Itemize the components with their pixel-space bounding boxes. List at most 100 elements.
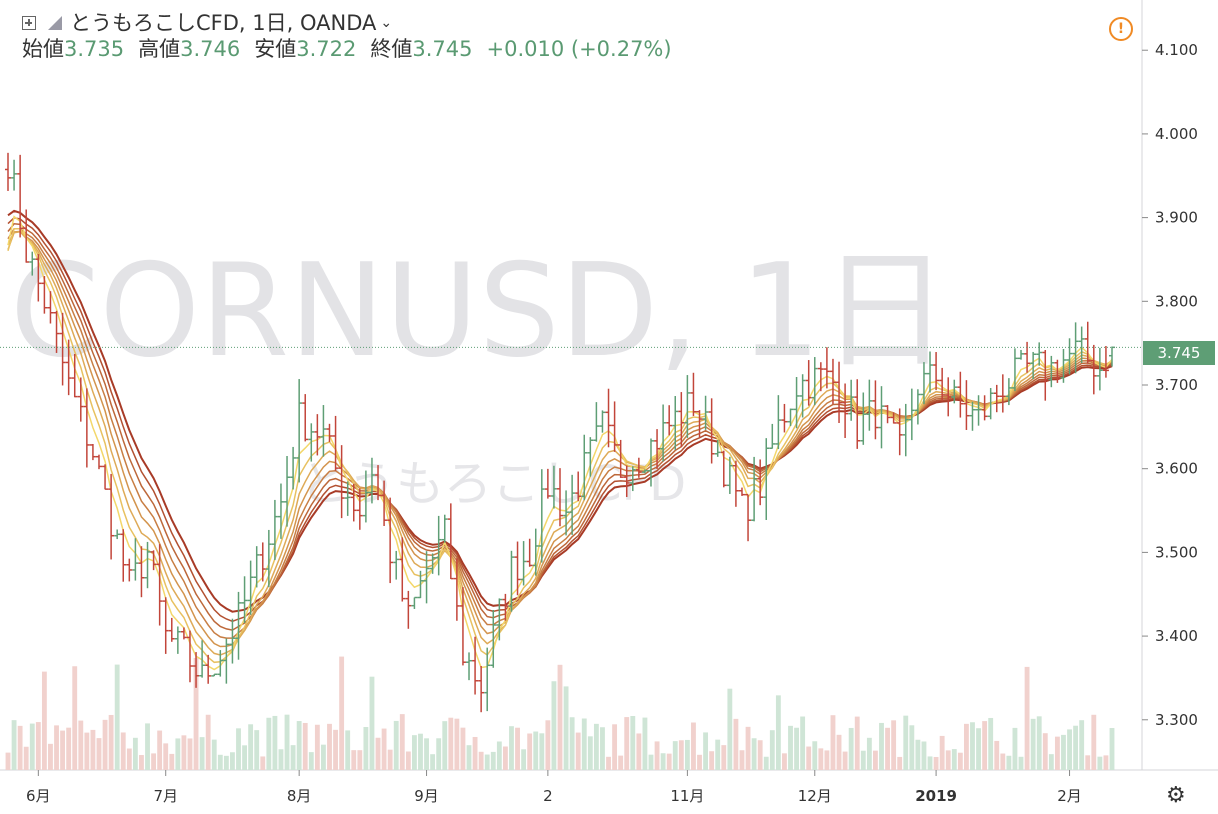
volume-bar xyxy=(866,737,872,770)
volume-bar xyxy=(630,715,636,770)
alert-icon[interactable]: ! xyxy=(1109,17,1133,41)
ohlc-bar xyxy=(987,388,994,420)
ohlc-bar xyxy=(356,488,363,530)
time-tick-label: 2月 xyxy=(1057,787,1082,805)
volume-bar xyxy=(484,754,490,770)
ohlc-bar xyxy=(308,423,315,462)
ohlc-bar xyxy=(781,403,788,433)
volume-bar xyxy=(927,756,933,770)
volume-bar xyxy=(11,720,17,770)
ohlc-bar xyxy=(726,456,733,494)
volume-bar xyxy=(945,750,951,770)
high-value: 3.746 xyxy=(180,36,241,61)
ohlc-bar xyxy=(939,367,946,402)
ohlc-bar xyxy=(550,465,557,509)
volume-bar xyxy=(381,728,387,770)
volume-bar xyxy=(909,725,915,770)
open-label: 始値 xyxy=(22,36,64,61)
time-tick-label: 2019 xyxy=(915,787,957,805)
time-axis[interactable]: 6月 7月 8月 9月 2 11月 12月 2019 2月 xyxy=(26,770,1082,805)
ohlc-bar xyxy=(999,374,1006,413)
ohlc-bar xyxy=(375,465,382,501)
volume-bar xyxy=(1091,714,1097,770)
ohlc-bar xyxy=(751,456,758,522)
ohlc-bar xyxy=(162,597,169,654)
expand-box-icon[interactable] xyxy=(22,16,36,30)
ohlc-bar xyxy=(405,590,412,629)
volume-bar xyxy=(897,756,903,770)
ohlc-bar xyxy=(211,673,218,677)
ohlc-bar xyxy=(902,403,909,457)
volume-bar xyxy=(709,751,715,770)
ohlc-bar xyxy=(1090,344,1097,395)
ohlc-bar xyxy=(144,541,151,589)
ohlc-bar xyxy=(654,429,661,469)
price-tick-label: 4.000 xyxy=(1155,125,1198,143)
ohlc-bar xyxy=(241,576,248,623)
symbol-title[interactable]: とうもろこしCFD, 1日, OANDA xyxy=(70,10,377,35)
ema-line xyxy=(7,227,1113,639)
volume-bar xyxy=(891,720,897,770)
volume-bar xyxy=(606,756,611,770)
volume-bar xyxy=(612,724,618,770)
volume-bar xyxy=(266,717,272,770)
volume-bar xyxy=(527,733,533,770)
gear-icon[interactable]: ⚙ xyxy=(1166,783,1186,808)
ohlc-bar xyxy=(271,499,278,561)
ohlc-bar xyxy=(296,379,303,483)
ema-line xyxy=(7,223,1113,631)
ohlc-bar xyxy=(368,457,375,504)
ohlc-bar xyxy=(1011,348,1018,392)
volume-bar xyxy=(430,754,436,770)
volume-bar xyxy=(1097,756,1103,770)
ohlc-bar xyxy=(259,542,266,582)
price-tick-label: 4.100 xyxy=(1155,41,1198,59)
volume-bar xyxy=(278,749,284,770)
high-label: 高値 xyxy=(138,36,181,61)
volume-bar xyxy=(321,744,326,770)
volume-bar xyxy=(296,721,302,770)
volume-bar xyxy=(472,736,478,770)
volume-bar xyxy=(411,735,417,770)
ohlc-bar xyxy=(102,464,109,490)
volume-bar xyxy=(982,721,988,770)
volume-bar xyxy=(587,736,593,770)
volume-bar xyxy=(78,720,84,770)
ema-line xyxy=(7,230,1113,648)
ohlc-bar xyxy=(581,434,588,501)
ohlc-bar xyxy=(544,468,551,499)
volume-bar xyxy=(1042,733,1048,770)
volume-bar xyxy=(618,755,624,770)
price-tick-label: 3.600 xyxy=(1155,460,1198,478)
chevron-down-icon[interactable]: ⌄ xyxy=(380,15,393,31)
ohlc-bar xyxy=(114,529,121,540)
ohlc-bar xyxy=(914,389,921,425)
volume-bar xyxy=(193,657,199,770)
ohlc-bar xyxy=(908,388,915,441)
ohlc-bar xyxy=(320,405,327,457)
volume-bar xyxy=(745,726,751,770)
ohlc-bar xyxy=(829,358,836,405)
volume-bar xyxy=(1030,718,1036,770)
ohlc-bar xyxy=(514,541,521,596)
ohlc-bar xyxy=(447,503,454,580)
chart-legend: とうもろこしCFD, 1日, OANDA ⌄ 始値3.735 高値3.746 安… xyxy=(22,10,672,62)
ohlc-bar xyxy=(732,460,739,507)
ohlc-bar xyxy=(811,357,818,406)
price-axis[interactable]: 3.300 3.400 3.500 3.600 3.700 3.800 3.900 4.000… xyxy=(1142,41,1198,729)
volume-bar xyxy=(775,695,781,770)
ohlc-bar xyxy=(199,640,206,678)
ohlc-bar xyxy=(927,351,934,393)
ohlc-bar xyxy=(459,587,466,666)
ohlc-bar xyxy=(108,473,115,560)
ohlc-bar xyxy=(538,469,545,563)
volume-bar xyxy=(818,748,824,770)
ohlc-bar xyxy=(563,490,570,536)
volume-bar xyxy=(393,720,399,770)
volume-bar xyxy=(126,748,132,770)
volume-bar xyxy=(460,727,466,770)
volume-bar xyxy=(230,752,235,770)
ohlc-bar xyxy=(156,544,163,626)
ohlc-bar xyxy=(1030,351,1037,380)
